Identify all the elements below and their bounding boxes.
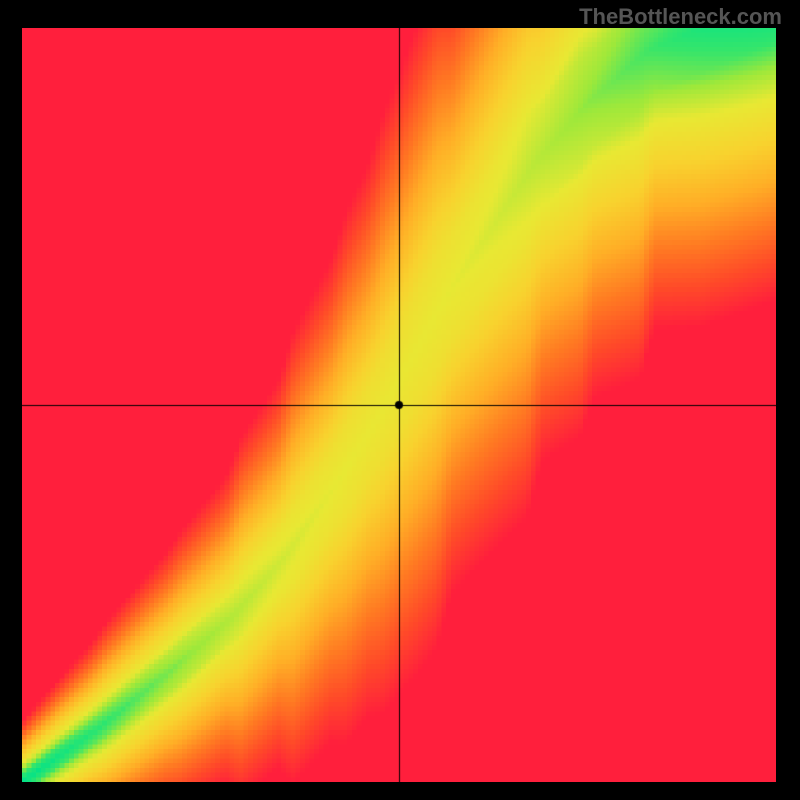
chart-container: TheBottleneck.com xyxy=(0,0,800,800)
overlay-canvas xyxy=(22,28,776,782)
watermark-text: TheBottleneck.com xyxy=(579,4,782,30)
